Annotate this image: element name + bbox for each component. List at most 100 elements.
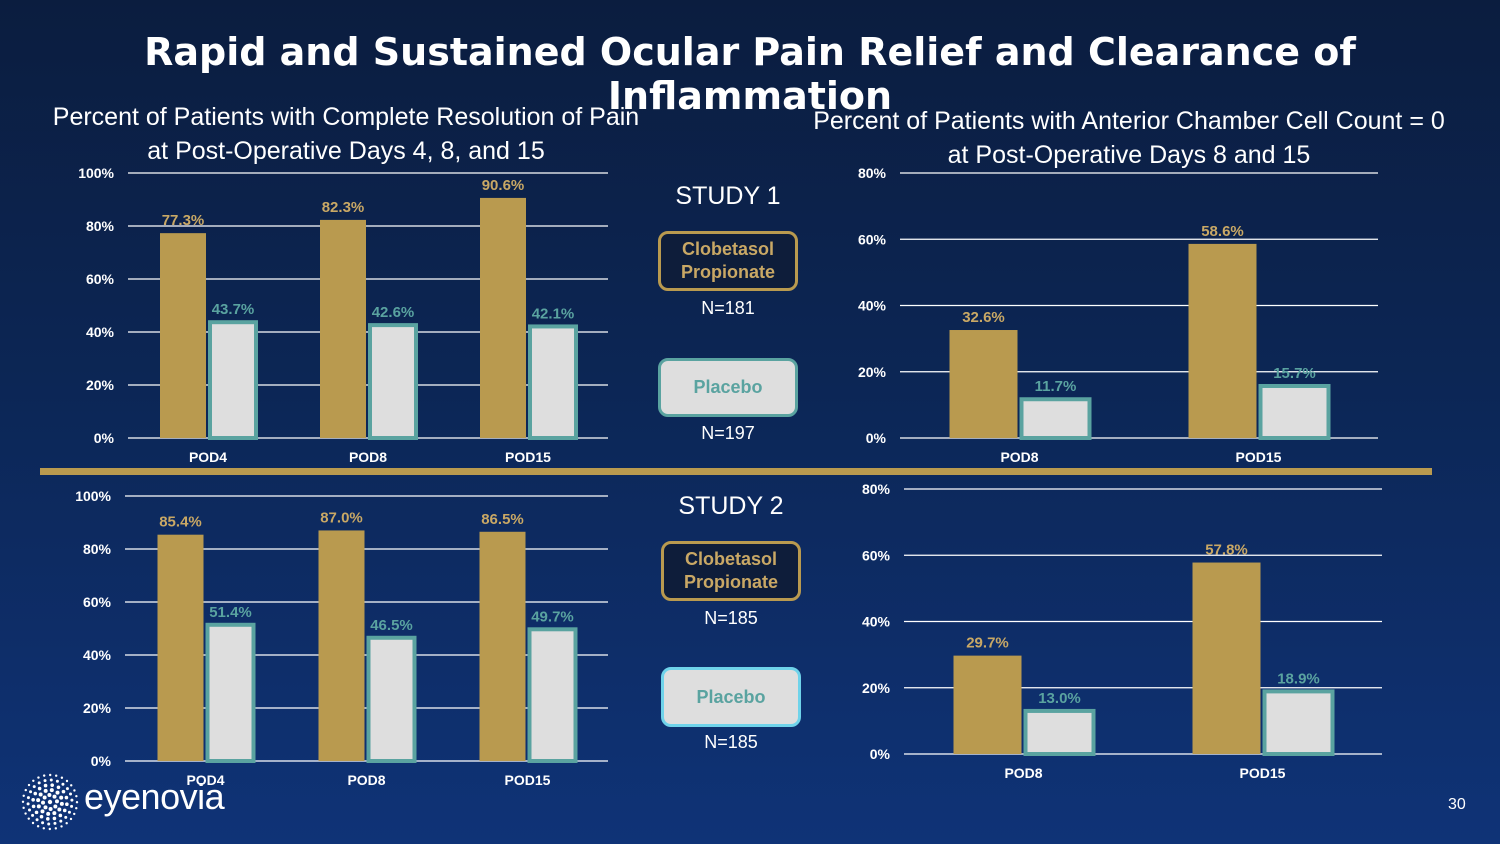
y-tick-label: 20%: [86, 377, 115, 393]
y-tick-label: 0%: [94, 430, 115, 446]
clobetasol-bar: [479, 531, 526, 761]
x-tick-label: POD8: [1004, 765, 1042, 781]
clobetasol-bar: [1192, 562, 1261, 754]
data-label: 18.9%: [1277, 670, 1320, 687]
study-divider: [40, 468, 1432, 475]
y-tick-label: 40%: [858, 298, 887, 314]
data-label: 86.5%: [481, 511, 524, 528]
clobetasol-bar: [160, 233, 206, 438]
data-label: 85.4%: [159, 514, 202, 531]
data-label: 46.5%: [370, 617, 413, 634]
clobetasol-bar: [157, 534, 204, 761]
study-1-clobetasol-n: N=181: [701, 298, 755, 318]
y-tick-label: 20%: [862, 680, 891, 696]
y-tick-label: 20%: [858, 364, 887, 380]
placebo-bar: [368, 323, 418, 440]
clobetasol-bar: [953, 655, 1022, 754]
y-tick-label: 60%: [858, 231, 887, 247]
legend-clobetasol-line1: Clobetasol: [684, 549, 777, 569]
y-tick-label: 60%: [83, 594, 112, 610]
right-chart-subtitle: Percent of Patients with Anterior Chambe…: [786, 104, 1472, 172]
data-label: 43.7%: [212, 301, 255, 318]
left-subtitle-line1: Percent of Patients with Complete Resolu…: [52, 103, 640, 131]
placebo-bar: [527, 627, 578, 763]
y-tick-label: 40%: [862, 614, 891, 630]
data-label: 11.7%: [1035, 378, 1077, 395]
y-tick-label: 60%: [862, 547, 891, 563]
study-2-pain-resolution-chart: 0% 20% 40% 60% 80% 100% 85.4% 51.4% POD4 87.0% 46.…: [75, 488, 608, 788]
data-label: 90.6%: [482, 177, 525, 194]
clobetasol-bar: [480, 197, 526, 438]
y-tick-label: 80%: [858, 165, 887, 181]
y-tick-label: 80%: [83, 541, 112, 557]
data-label: 32.6%: [962, 309, 1005, 326]
study-2-clobetasol-n: N=185: [704, 608, 758, 628]
y-tick-label: 0%: [866, 430, 887, 446]
right-subtitle-line1: Percent of Patients with Anterior Chambe…: [813, 107, 1445, 135]
clobetasol-bar: [1188, 243, 1257, 438]
data-label: 51.4%: [209, 604, 252, 621]
placebo-bar: [1019, 397, 1092, 440]
placebo-bar: [1023, 708, 1096, 756]
y-tick-label: 0%: [870, 746, 891, 762]
placebo-bar: [1262, 689, 1335, 757]
study-1-placebo-legend: Placebo: [658, 358, 798, 417]
legend-clobetasol-line1: Clobetasol: [681, 239, 774, 259]
y-tick-label: 100%: [75, 488, 111, 504]
data-label: 57.8%: [1205, 542, 1248, 559]
x-tick-label: POD4: [189, 449, 227, 465]
placebo-bar: [528, 324, 578, 440]
page-title: Rapid and Sustained Ocular Pain Relief a…: [144, 30, 1356, 118]
right-subtitle-line2: at Post-Operative Days 8 and 15: [947, 141, 1311, 169]
study-1-cell-count-chart: 0% 20% 40% 60% 80% 32.6% 11.7% POD8 58.6% 15.7% PO…: [858, 165, 1378, 465]
y-tick-label: 80%: [862, 481, 891, 497]
legend-clobetasol-line2: Propionate: [683, 572, 778, 592]
x-tick-label: POD15: [1236, 449, 1282, 465]
clobetasol-bar: [320, 219, 366, 438]
clobetasol-bar: [949, 330, 1018, 438]
left-subtitle-line2: at Post-Operative Days 4, 8, and 15: [147, 137, 545, 165]
data-label: 49.7%: [531, 608, 574, 625]
clobetasol-bar: [318, 530, 365, 761]
data-label: 15.7%: [1273, 365, 1316, 382]
data-label: 42.6%: [372, 304, 415, 321]
data-label: 58.6%: [1201, 223, 1244, 240]
data-label: 29.7%: [966, 635, 1009, 652]
logo-text: eyenovia: [84, 776, 225, 817]
x-tick-label: POD15: [505, 772, 551, 788]
legend-placebo-label: Placebo: [696, 686, 766, 707]
study-2-clobetasol-legend: Clobetasol Propionate: [661, 541, 801, 601]
data-label: 87.0%: [320, 509, 363, 526]
study-2-cell-count-chart: 0% 20% 40% 60% 80% 29.7% 13.0% POD8 57.8% 18.9% PO…: [862, 481, 1382, 781]
study-1-pain-resolution-chart: 0% 20% 40% 60% 80% 100% 77.3% 43.7% POD4 82.3% 42.…: [78, 165, 608, 465]
study-2-placebo-n: N=185: [704, 732, 758, 752]
left-chart-subtitle: Percent of Patients with Complete Resolu…: [16, 100, 676, 168]
y-tick-label: 20%: [83, 700, 112, 716]
y-tick-label: 40%: [86, 324, 115, 340]
placebo-bar: [208, 320, 258, 441]
sunburst-dots-icon: [21, 773, 79, 831]
study-1-label: STUDY 1: [675, 182, 781, 210]
placebo-bar: [205, 622, 256, 763]
legend-placebo-label: Placebo: [693, 377, 763, 397]
legend-clobetasol-line2: Propionate: [680, 262, 775, 282]
y-tick-label: 40%: [83, 647, 112, 663]
placebo-bar: [366, 635, 417, 763]
study-2-placebo-legend: Placebo: [661, 667, 801, 727]
data-label: 42.1%: [532, 305, 575, 322]
x-tick-label: POD8: [1000, 449, 1038, 465]
y-tick-label: 100%: [78, 165, 114, 181]
placebo-bar: [1258, 383, 1331, 440]
data-label: 13.0%: [1038, 690, 1081, 707]
data-label: 77.3%: [162, 212, 205, 229]
study-1-clobetasol-legend: Clobetasol Propionate: [658, 231, 798, 291]
study-1-placebo-n: N=197: [701, 423, 755, 443]
x-tick-label: POD4: [186, 772, 224, 788]
y-tick-label: 60%: [86, 271, 115, 287]
x-tick-label: POD8: [347, 772, 385, 788]
page-number: 30: [1448, 796, 1466, 813]
x-tick-label: POD15: [505, 449, 551, 465]
data-label: 82.3%: [322, 199, 365, 216]
y-tick-label: 80%: [86, 218, 115, 234]
x-tick-label: POD8: [349, 449, 387, 465]
